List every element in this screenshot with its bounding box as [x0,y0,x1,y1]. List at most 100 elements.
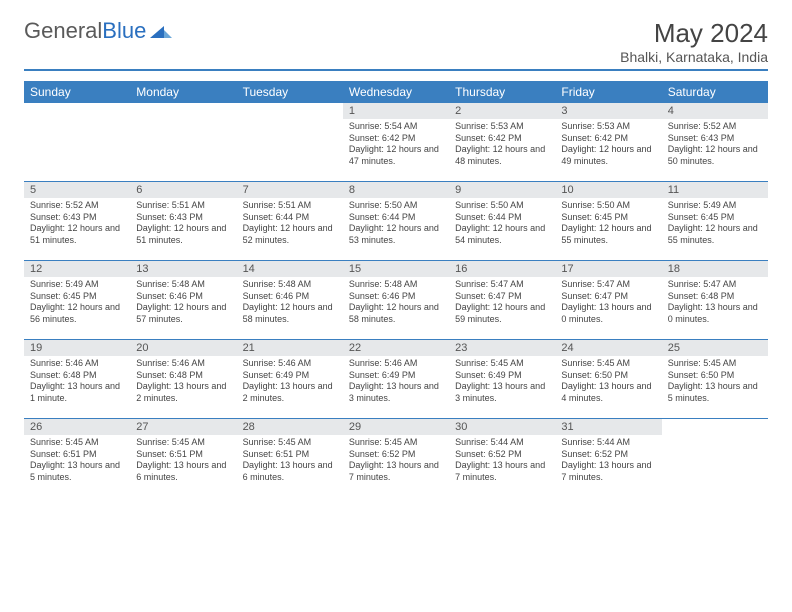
day-cell: 11Sunrise: 5:49 AMSunset: 6:45 PMDayligh… [662,182,768,260]
day-number: 12 [24,261,130,277]
day-number: 4 [662,103,768,119]
week-row: 26 Sunrise: 5:45 AMSunset: 6:51 PMDayligh… [24,418,768,497]
day-cell: . [24,103,130,181]
day-cell: . [662,419,768,497]
day-details: Sunrise: 5:45 AMSunset: 6:50 PMDaylight:… [555,356,661,409]
day-details: Sunrise: 5:47 AMSunset: 6:47 PMDaylight:… [449,277,555,330]
day-cell: 30Sunrise: 5:44 AMSunset: 6:52 PMDayligh… [449,419,555,497]
day-number: 18 [662,261,768,277]
day-details: Sunrise: 5:49 AMSunset: 6:45 PMDaylight:… [662,198,768,251]
day-cell: 28Sunrise: 5:45 AMSunset: 6:51 PMDayligh… [237,419,343,497]
day-details: Sunrise: 5:44 AMSunset: 6:52 PMDaylight:… [555,435,661,488]
day-number: 24 [555,340,661,356]
title-block: May 2024 Bhalki, Karnataka, India [620,18,768,65]
day-cell: 20Sunrise: 5:46 AMSunset: 6:48 PMDayligh… [130,340,236,418]
logo-word-1: General [24,18,102,44]
weekday-header: Monday [130,81,236,103]
day-cell: 29Sunrise: 5:45 AMSunset: 6:52 PMDayligh… [343,419,449,497]
day-details: Sunrise: 5:44 AMSunset: 6:52 PMDaylight:… [449,435,555,488]
day-details: Sunrise: 5:46 AMSunset: 6:49 PMDaylight:… [343,356,449,409]
day-number: 11 [662,182,768,198]
day-details: Sunrise: 5:52 AMSunset: 6:43 PMDaylight:… [24,198,130,251]
weekday-header: Tuesday [237,81,343,103]
weekday-header: Sunday [24,81,130,103]
day-cell: 25Sunrise: 5:45 AMSunset: 6:50 PMDayligh… [662,340,768,418]
weekday-header: Thursday [449,81,555,103]
day-cell: 3Sunrise: 5:53 AMSunset: 6:42 PMDaylight… [555,103,661,181]
day-number: 2 [449,103,555,119]
week-row: 12Sunrise: 5:49 AMSunset: 6:45 PMDayligh… [24,260,768,339]
weekday-header: Friday [555,81,661,103]
day-number: 21 [237,340,343,356]
day-cell: 22Sunrise: 5:46 AMSunset: 6:49 PMDayligh… [343,340,449,418]
day-details: Sunrise: 5:48 AMSunset: 6:46 PMDaylight:… [130,277,236,330]
weekday-header: Saturday [662,81,768,103]
day-cell: 1Sunrise: 5:54 AMSunset: 6:42 PMDaylight… [343,103,449,181]
day-number: 8 [343,182,449,198]
day-cell: 5Sunrise: 5:52 AMSunset: 6:43 PMDaylight… [24,182,130,260]
day-details: Sunrise: 5:53 AMSunset: 6:42 PMDaylight:… [449,119,555,172]
day-number: 29 [343,419,449,435]
day-cell: 8Sunrise: 5:50 AMSunset: 6:44 PMDaylight… [343,182,449,260]
day-details: Sunrise: 5:46 AMSunset: 6:48 PMDaylight:… [130,356,236,409]
day-details: Sunrise: 5:53 AMSunset: 6:42 PMDaylight:… [555,119,661,172]
day-cell: 13Sunrise: 5:48 AMSunset: 6:46 PMDayligh… [130,261,236,339]
calendar: SundayMondayTuesdayWednesdayThursdayFrid… [24,81,768,497]
day-number: 26 [24,419,130,435]
page-subtitle: Bhalki, Karnataka, India [620,49,768,65]
day-number: 5 [24,182,130,198]
day-number: 3 [555,103,661,119]
day-number: 28 [237,419,343,435]
day-cell: 10Sunrise: 5:50 AMSunset: 6:45 PMDayligh… [555,182,661,260]
logo-word-2: Blue [102,18,146,44]
day-number: 14 [237,261,343,277]
day-number: 13 [130,261,236,277]
day-number: 17 [555,261,661,277]
day-number: 31 [555,419,661,435]
day-number: 10 [555,182,661,198]
day-number: 16 [449,261,555,277]
day-number: 27 [130,419,236,435]
day-cell: 14Sunrise: 5:48 AMSunset: 6:46 PMDayligh… [237,261,343,339]
day-details: Sunrise: 5:50 AMSunset: 6:44 PMDaylight:… [343,198,449,251]
day-cell: 26Sunrise: 5:45 AMSunset: 6:51 PMDayligh… [24,419,130,497]
page-title: May 2024 [620,18,768,49]
day-cell: 17Sunrise: 5:47 AMSunset: 6:47 PMDayligh… [555,261,661,339]
day-cell: 6Sunrise: 5:51 AMSunset: 6:43 PMDaylight… [130,182,236,260]
day-cell: 27Sunrise: 5:45 AMSunset: 6:51 PMDayligh… [130,419,236,497]
day-number: 7 [237,182,343,198]
logo-mark-icon [150,18,172,44]
day-cell: . [130,103,236,181]
day-cell: 31Sunrise: 5:44 AMSunset: 6:52 PMDayligh… [555,419,661,497]
day-details: Sunrise: 5:54 AMSunset: 6:42 PMDaylight:… [343,119,449,172]
day-details: Sunrise: 5:51 AMSunset: 6:43 PMDaylight:… [130,198,236,251]
day-cell: 9Sunrise: 5:50 AMSunset: 6:44 PMDaylight… [449,182,555,260]
day-number: 23 [449,340,555,356]
day-details: Sunrise: 5:45 AMSunset: 6:51 PMDaylight:… [237,435,343,488]
header: GeneralBlue May 2024 Bhalki, Karnataka, … [24,18,768,71]
week-row: ...1Sunrise: 5:54 AMSunset: 6:42 PMDayli… [24,103,768,181]
day-details: Sunrise: 5:46 AMSunset: 6:49 PMDaylight:… [237,356,343,409]
day-details: Sunrise: 5:45 AMSunset: 6:49 PMDaylight:… [449,356,555,409]
day-cell: 7Sunrise: 5:51 AMSunset: 6:44 PMDaylight… [237,182,343,260]
day-number: 9 [449,182,555,198]
day-details: Sunrise: 5:48 AMSunset: 6:46 PMDaylight:… [237,277,343,330]
day-cell: 2Sunrise: 5:53 AMSunset: 6:42 PMDaylight… [449,103,555,181]
day-details: Sunrise: 5:45 AMSunset: 6:50 PMDaylight:… [662,356,768,409]
day-details: Sunrise: 5:50 AMSunset: 6:44 PMDaylight:… [449,198,555,251]
day-number: 25 [662,340,768,356]
day-cell: 4Sunrise: 5:52 AMSunset: 6:43 PMDaylight… [662,103,768,181]
day-cell: 15Sunrise: 5:48 AMSunset: 6:46 PMDayligh… [343,261,449,339]
day-number: 15 [343,261,449,277]
day-number: 30 [449,419,555,435]
day-cell: 16Sunrise: 5:47 AMSunset: 6:47 PMDayligh… [449,261,555,339]
weekday-header-row: SundayMondayTuesdayWednesdayThursdayFrid… [24,81,768,103]
weekday-header: Wednesday [343,81,449,103]
day-number: 1 [343,103,449,119]
day-cell: 21Sunrise: 5:46 AMSunset: 6:49 PMDayligh… [237,340,343,418]
day-details: Sunrise: 5:47 AMSunset: 6:48 PMDaylight:… [662,277,768,330]
day-number: 19 [24,340,130,356]
week-row: 19Sunrise: 5:46 AMSunset: 6:48 PMDayligh… [24,339,768,418]
week-row: 5Sunrise: 5:52 AMSunset: 6:43 PMDaylight… [24,181,768,260]
day-details: Sunrise: 5:49 AMSunset: 6:45 PMDaylight:… [24,277,130,330]
